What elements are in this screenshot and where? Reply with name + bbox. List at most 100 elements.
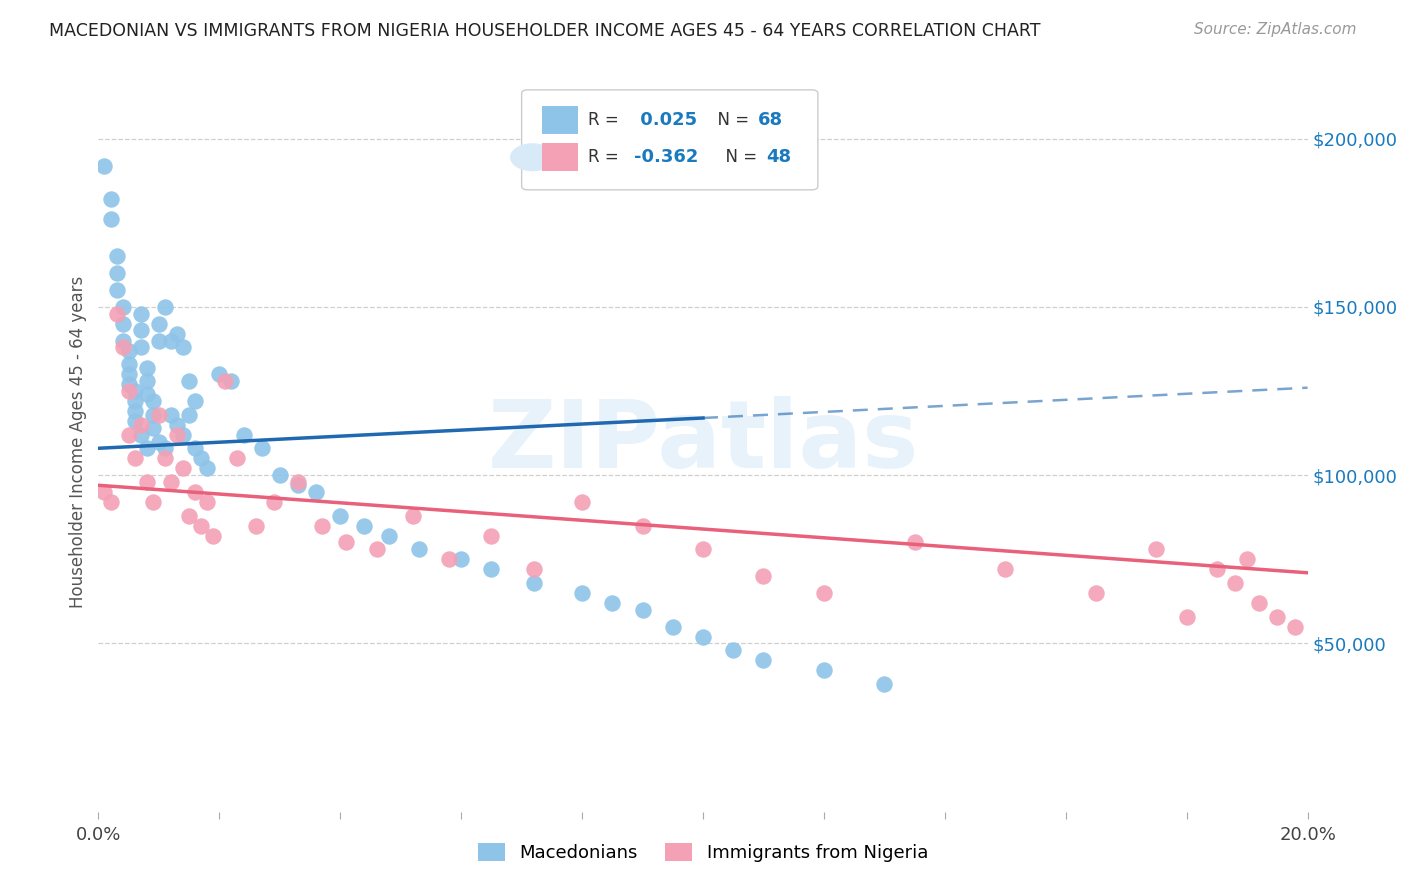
Point: [571, 495, 593, 509]
Point: [166, 427, 188, 442]
Point: [377, 529, 399, 543]
Point: [232, 427, 254, 442]
Point: [692, 630, 714, 644]
Point: [100, 192, 122, 206]
Point: [214, 374, 236, 388]
FancyBboxPatch shape: [543, 144, 578, 171]
Point: [142, 495, 165, 509]
Point: [1085, 586, 1108, 600]
Point: [1175, 609, 1198, 624]
Point: [692, 542, 714, 557]
Point: [190, 518, 212, 533]
Point: [118, 384, 141, 398]
Point: [1223, 575, 1246, 590]
Circle shape: [510, 144, 554, 170]
Point: [166, 417, 188, 432]
Point: [873, 677, 896, 691]
Point: [190, 451, 212, 466]
Point: [250, 442, 273, 456]
Point: [287, 478, 309, 492]
Point: [184, 485, 207, 500]
Point: [124, 404, 146, 418]
Point: [105, 250, 128, 264]
Point: [1267, 609, 1289, 624]
Point: [105, 266, 128, 280]
Point: [118, 377, 141, 392]
Point: [179, 508, 201, 523]
Point: [202, 529, 225, 543]
Point: [118, 427, 141, 442]
Point: [184, 394, 207, 409]
Point: [135, 475, 157, 489]
Point: [135, 360, 157, 375]
Point: [184, 442, 207, 456]
Point: [269, 468, 291, 483]
Point: [118, 357, 141, 371]
Point: [661, 619, 683, 633]
Point: [752, 569, 775, 583]
Point: [1284, 619, 1306, 633]
Point: [208, 368, 231, 382]
Point: [1206, 562, 1229, 576]
Point: [172, 427, 194, 442]
Point: [602, 596, 624, 610]
Point: [160, 408, 183, 422]
Point: [305, 485, 328, 500]
Point: [160, 475, 183, 489]
Point: [437, 552, 460, 566]
Point: [481, 529, 503, 543]
Point: [118, 343, 141, 358]
Point: [752, 653, 775, 667]
Text: N =: N =: [716, 148, 762, 166]
Point: [153, 442, 176, 456]
Point: [124, 414, 146, 428]
Point: [994, 562, 1017, 576]
Point: [408, 542, 430, 557]
Point: [148, 317, 170, 331]
Point: [129, 427, 152, 442]
Point: [105, 307, 128, 321]
Point: [195, 495, 218, 509]
Point: [172, 461, 194, 475]
Point: [450, 552, 472, 566]
Point: [366, 542, 388, 557]
Point: [153, 300, 176, 314]
Point: [335, 535, 357, 549]
Point: [523, 562, 546, 576]
Point: [813, 664, 835, 678]
Text: MACEDONIAN VS IMMIGRANTS FROM NIGERIA HOUSEHOLDER INCOME AGES 45 - 64 YEARS CORR: MACEDONIAN VS IMMIGRANTS FROM NIGERIA HO…: [49, 22, 1040, 40]
Point: [142, 394, 165, 409]
Point: [311, 518, 333, 533]
Text: ZIPatlas: ZIPatlas: [488, 395, 918, 488]
Point: [129, 417, 152, 432]
Text: -0.362: -0.362: [634, 148, 699, 166]
Point: [100, 212, 122, 227]
Point: [148, 408, 170, 422]
Point: [631, 603, 654, 617]
Point: [148, 334, 170, 348]
Point: [226, 451, 249, 466]
Point: [148, 434, 170, 449]
Point: [221, 374, 243, 388]
Point: [142, 421, 165, 435]
Text: R =: R =: [588, 112, 624, 129]
Point: [160, 334, 183, 348]
Point: [135, 387, 157, 401]
Point: [124, 384, 146, 398]
Point: [402, 508, 425, 523]
Point: [245, 518, 267, 533]
Point: [172, 340, 194, 354]
Point: [93, 485, 115, 500]
Point: [129, 340, 152, 354]
Point: [135, 442, 157, 456]
Point: [904, 535, 927, 549]
Text: 0.025: 0.025: [634, 112, 697, 129]
Point: [100, 495, 122, 509]
Point: [129, 307, 152, 321]
Point: [723, 643, 745, 657]
Point: [195, 461, 218, 475]
Point: [179, 408, 201, 422]
Y-axis label: Householder Income Ages 45 - 64 years: Householder Income Ages 45 - 64 years: [69, 276, 87, 607]
Point: [111, 300, 134, 314]
Point: [166, 326, 188, 341]
